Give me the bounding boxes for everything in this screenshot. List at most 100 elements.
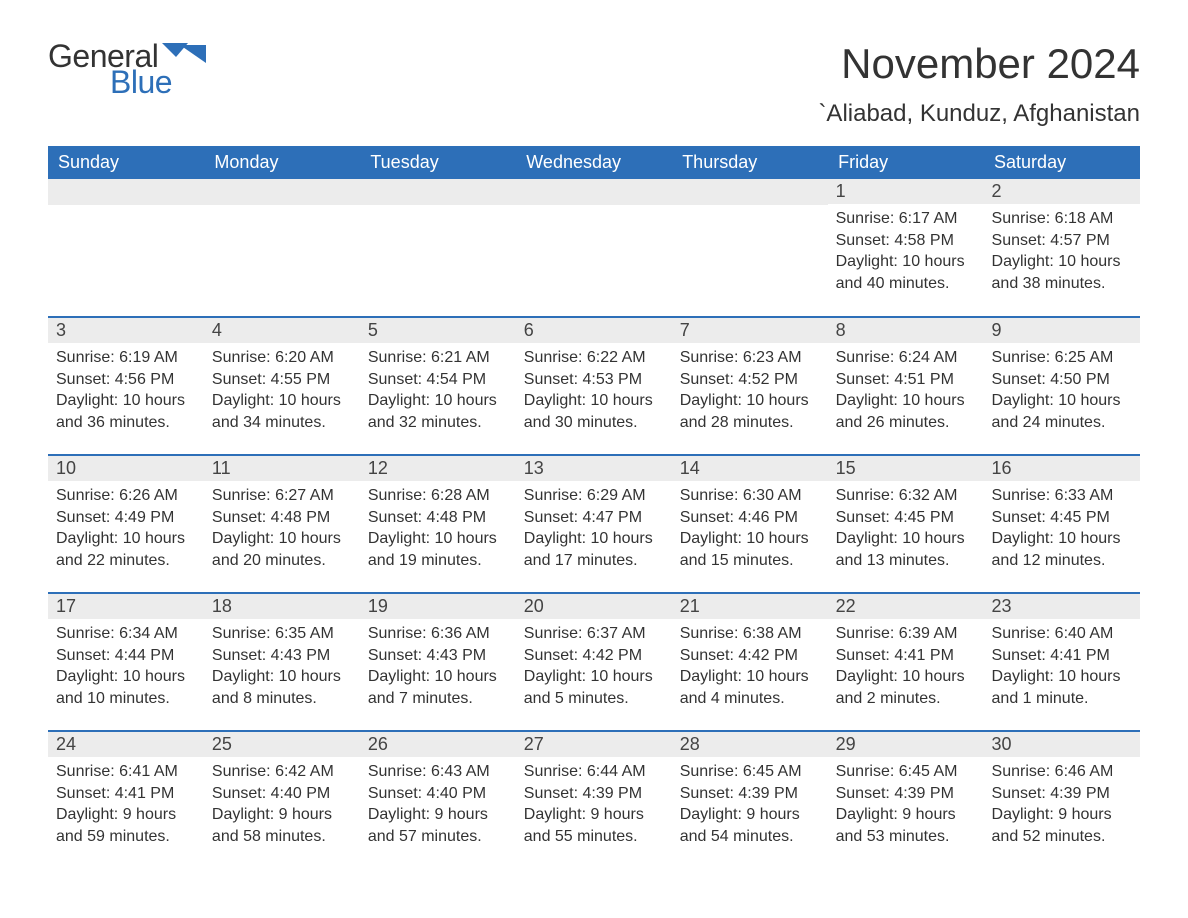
calendar-day-cell xyxy=(360,179,516,317)
calendar-week-row: 10Sunrise: 6:26 AMSunset: 4:49 PMDayligh… xyxy=(48,455,1140,593)
day-number: 7 xyxy=(672,318,828,343)
weekday-header: Sunday xyxy=(48,146,204,179)
calendar-day-cell: 21Sunrise: 6:38 AMSunset: 4:42 PMDayligh… xyxy=(672,593,828,731)
day-body: Sunrise: 6:19 AMSunset: 4:56 PMDaylight:… xyxy=(48,343,204,441)
day-number: 23 xyxy=(984,594,1140,619)
day-number: 10 xyxy=(48,456,204,481)
day-number: 19 xyxy=(360,594,516,619)
day-number: 15 xyxy=(828,456,984,481)
day-number: 16 xyxy=(984,456,1140,481)
day-number: 13 xyxy=(516,456,672,481)
day-body: Sunrise: 6:37 AMSunset: 4:42 PMDaylight:… xyxy=(516,619,672,717)
day-body: Sunrise: 6:42 AMSunset: 4:40 PMDaylight:… xyxy=(204,757,360,855)
day-body: Sunrise: 6:43 AMSunset: 4:40 PMDaylight:… xyxy=(360,757,516,855)
day-number: 18 xyxy=(204,594,360,619)
calendar-day-cell: 27Sunrise: 6:44 AMSunset: 4:39 PMDayligh… xyxy=(516,731,672,869)
calendar-day-cell: 15Sunrise: 6:32 AMSunset: 4:45 PMDayligh… xyxy=(828,455,984,593)
day-number: 2 xyxy=(984,179,1140,204)
weekday-header: Saturday xyxy=(984,146,1140,179)
logo: General Blue xyxy=(48,40,206,98)
calendar-day-cell: 24Sunrise: 6:41 AMSunset: 4:41 PMDayligh… xyxy=(48,731,204,869)
day-body: Sunrise: 6:25 AMSunset: 4:50 PMDaylight:… xyxy=(984,343,1140,441)
calendar-day-cell: 30Sunrise: 6:46 AMSunset: 4:39 PMDayligh… xyxy=(984,731,1140,869)
day-number: 17 xyxy=(48,594,204,619)
calendar-day-cell: 18Sunrise: 6:35 AMSunset: 4:43 PMDayligh… xyxy=(204,593,360,731)
day-number: 5 xyxy=(360,318,516,343)
calendar-day-cell xyxy=(672,179,828,317)
calendar-day-cell: 25Sunrise: 6:42 AMSunset: 4:40 PMDayligh… xyxy=(204,731,360,869)
calendar-day-cell: 8Sunrise: 6:24 AMSunset: 4:51 PMDaylight… xyxy=(828,317,984,455)
calendar-day-cell xyxy=(516,179,672,317)
calendar-day-cell: 5Sunrise: 6:21 AMSunset: 4:54 PMDaylight… xyxy=(360,317,516,455)
calendar-day-cell: 12Sunrise: 6:28 AMSunset: 4:48 PMDayligh… xyxy=(360,455,516,593)
calendar-day-cell xyxy=(204,179,360,317)
calendar-day-cell: 23Sunrise: 6:40 AMSunset: 4:41 PMDayligh… xyxy=(984,593,1140,731)
calendar-table: SundayMondayTuesdayWednesdayThursdayFrid… xyxy=(48,146,1140,869)
calendar-day-cell: 11Sunrise: 6:27 AMSunset: 4:48 PMDayligh… xyxy=(204,455,360,593)
day-number xyxy=(672,179,828,205)
calendar-week-row: 24Sunrise: 6:41 AMSunset: 4:41 PMDayligh… xyxy=(48,731,1140,869)
calendar-day-cell: 9Sunrise: 6:25 AMSunset: 4:50 PMDaylight… xyxy=(984,317,1140,455)
day-body: Sunrise: 6:45 AMSunset: 4:39 PMDaylight:… xyxy=(828,757,984,855)
calendar-week-row: 1Sunrise: 6:17 AMSunset: 4:58 PMDaylight… xyxy=(48,179,1140,317)
day-body: Sunrise: 6:30 AMSunset: 4:46 PMDaylight:… xyxy=(672,481,828,579)
day-number xyxy=(516,179,672,205)
day-number xyxy=(360,179,516,205)
day-number: 30 xyxy=(984,732,1140,757)
calendar-day-cell: 19Sunrise: 6:36 AMSunset: 4:43 PMDayligh… xyxy=(360,593,516,731)
month-title: November 2024 xyxy=(818,40,1140,88)
day-body: Sunrise: 6:28 AMSunset: 4:48 PMDaylight:… xyxy=(360,481,516,579)
day-number: 6 xyxy=(516,318,672,343)
day-body: Sunrise: 6:21 AMSunset: 4:54 PMDaylight:… xyxy=(360,343,516,441)
day-body: Sunrise: 6:26 AMSunset: 4:49 PMDaylight:… xyxy=(48,481,204,579)
calendar-day-cell: 3Sunrise: 6:19 AMSunset: 4:56 PMDaylight… xyxy=(48,317,204,455)
logo-word-blue: Blue xyxy=(110,66,206,98)
weekday-header: Tuesday xyxy=(360,146,516,179)
day-number: 24 xyxy=(48,732,204,757)
weekday-header: Friday xyxy=(828,146,984,179)
weekday-header: Wednesday xyxy=(516,146,672,179)
title-block: November 2024 `Aliabad, Kunduz, Afghanis… xyxy=(818,40,1140,128)
calendar-week-row: 17Sunrise: 6:34 AMSunset: 4:44 PMDayligh… xyxy=(48,593,1140,731)
day-number: 28 xyxy=(672,732,828,757)
calendar-day-cell: 4Sunrise: 6:20 AMSunset: 4:55 PMDaylight… xyxy=(204,317,360,455)
day-number: 29 xyxy=(828,732,984,757)
calendar-day-cell: 17Sunrise: 6:34 AMSunset: 4:44 PMDayligh… xyxy=(48,593,204,731)
day-number: 11 xyxy=(204,456,360,481)
day-number: 9 xyxy=(984,318,1140,343)
day-number: 26 xyxy=(360,732,516,757)
day-body: Sunrise: 6:38 AMSunset: 4:42 PMDaylight:… xyxy=(672,619,828,717)
weekday-header-row: SundayMondayTuesdayWednesdayThursdayFrid… xyxy=(48,146,1140,179)
calendar-day-cell: 20Sunrise: 6:37 AMSunset: 4:42 PMDayligh… xyxy=(516,593,672,731)
day-body: Sunrise: 6:36 AMSunset: 4:43 PMDaylight:… xyxy=(360,619,516,717)
day-number: 3 xyxy=(48,318,204,343)
header: General Blue November 2024 `Aliabad, Kun… xyxy=(48,40,1140,128)
calendar-day-cell xyxy=(48,179,204,317)
day-number: 20 xyxy=(516,594,672,619)
day-body: Sunrise: 6:17 AMSunset: 4:58 PMDaylight:… xyxy=(828,204,984,302)
day-number: 22 xyxy=(828,594,984,619)
weekday-header: Monday xyxy=(204,146,360,179)
calendar-day-cell: 2Sunrise: 6:18 AMSunset: 4:57 PMDaylight… xyxy=(984,179,1140,317)
day-body: Sunrise: 6:29 AMSunset: 4:47 PMDaylight:… xyxy=(516,481,672,579)
calendar-day-cell: 16Sunrise: 6:33 AMSunset: 4:45 PMDayligh… xyxy=(984,455,1140,593)
location: `Aliabad, Kunduz, Afghanistan xyxy=(818,100,1140,128)
day-number: 25 xyxy=(204,732,360,757)
calendar-day-cell: 28Sunrise: 6:45 AMSunset: 4:39 PMDayligh… xyxy=(672,731,828,869)
calendar-day-cell: 13Sunrise: 6:29 AMSunset: 4:47 PMDayligh… xyxy=(516,455,672,593)
day-body: Sunrise: 6:40 AMSunset: 4:41 PMDaylight:… xyxy=(984,619,1140,717)
day-body: Sunrise: 6:33 AMSunset: 4:45 PMDaylight:… xyxy=(984,481,1140,579)
day-body: Sunrise: 6:45 AMSunset: 4:39 PMDaylight:… xyxy=(672,757,828,855)
calendar-week-row: 3Sunrise: 6:19 AMSunset: 4:56 PMDaylight… xyxy=(48,317,1140,455)
calendar-day-cell: 6Sunrise: 6:22 AMSunset: 4:53 PMDaylight… xyxy=(516,317,672,455)
day-body: Sunrise: 6:35 AMSunset: 4:43 PMDaylight:… xyxy=(204,619,360,717)
weekday-header: Thursday xyxy=(672,146,828,179)
day-number: 27 xyxy=(516,732,672,757)
day-body: Sunrise: 6:41 AMSunset: 4:41 PMDaylight:… xyxy=(48,757,204,855)
day-number: 1 xyxy=(828,179,984,204)
day-number: 21 xyxy=(672,594,828,619)
day-body: Sunrise: 6:18 AMSunset: 4:57 PMDaylight:… xyxy=(984,204,1140,302)
day-number xyxy=(48,179,204,205)
day-body: Sunrise: 6:46 AMSunset: 4:39 PMDaylight:… xyxy=(984,757,1140,855)
calendar-day-cell: 10Sunrise: 6:26 AMSunset: 4:49 PMDayligh… xyxy=(48,455,204,593)
